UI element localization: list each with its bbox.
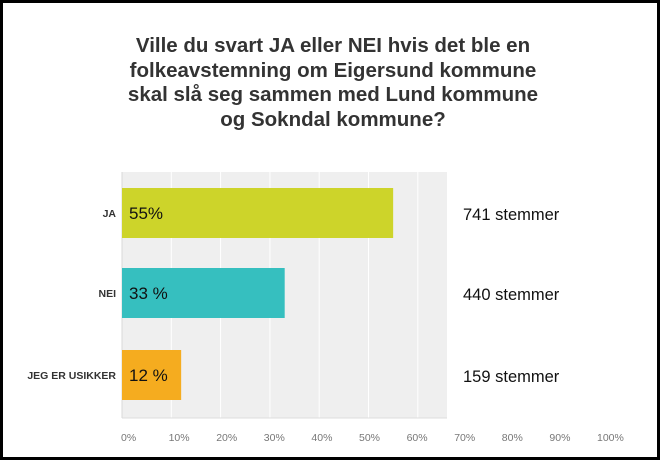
title-line: og Sokndal kommune? <box>220 107 446 131</box>
bar-chart: JA 55% 741 stemmer NEI 33 % 440 stemmer JEG ER… <box>27 172 624 444</box>
title-line: skal slå seg sammen med Lund kommune <box>127 83 539 106</box>
data-label: 33 % <box>129 284 168 303</box>
title-line: Ville du svart JA eller NEI hvis det ble… <box>135 34 531 57</box>
x-tick-label: 70% <box>454 432 475 444</box>
bar-nei <box>122 268 285 318</box>
x-tick-label: 100% <box>597 432 624 444</box>
x-tick-label: 0% <box>121 432 136 444</box>
bar-ja <box>122 188 394 238</box>
x-tick-label: 20% <box>216 432 237 444</box>
category-label: JEG ER USIKKER <box>27 370 116 382</box>
category-label: JA <box>103 208 117 220</box>
vote-count: 440 stemmer <box>463 286 560 304</box>
x-tick-label: 80% <box>502 432 523 444</box>
x-tick-label: 90% <box>549 432 570 444</box>
data-label: 12 % <box>129 366 168 385</box>
x-tick-label: 60% <box>407 432 428 444</box>
vote-count: 159 stemmer <box>463 368 560 386</box>
chart-title: Ville du svart JA eller NEI hvis det ble… <box>63 34 603 132</box>
vote-count: 741 stemmer <box>463 206 560 224</box>
x-tick-label: 50% <box>359 432 380 444</box>
title-line: folkeavstemning om Eigersund kommune <box>129 58 537 82</box>
bar-jeg-er-usikker <box>122 350 182 400</box>
x-tick-label: 30% <box>264 432 285 444</box>
category-label: NEI <box>98 288 116 300</box>
x-tick-label: 10% <box>169 432 190 444</box>
x-tick-label: 40% <box>311 432 332 444</box>
chart-frame: Ville du svart JA eller NEI hvis det ble… <box>0 0 660 460</box>
data-label: 55% <box>129 204 163 223</box>
